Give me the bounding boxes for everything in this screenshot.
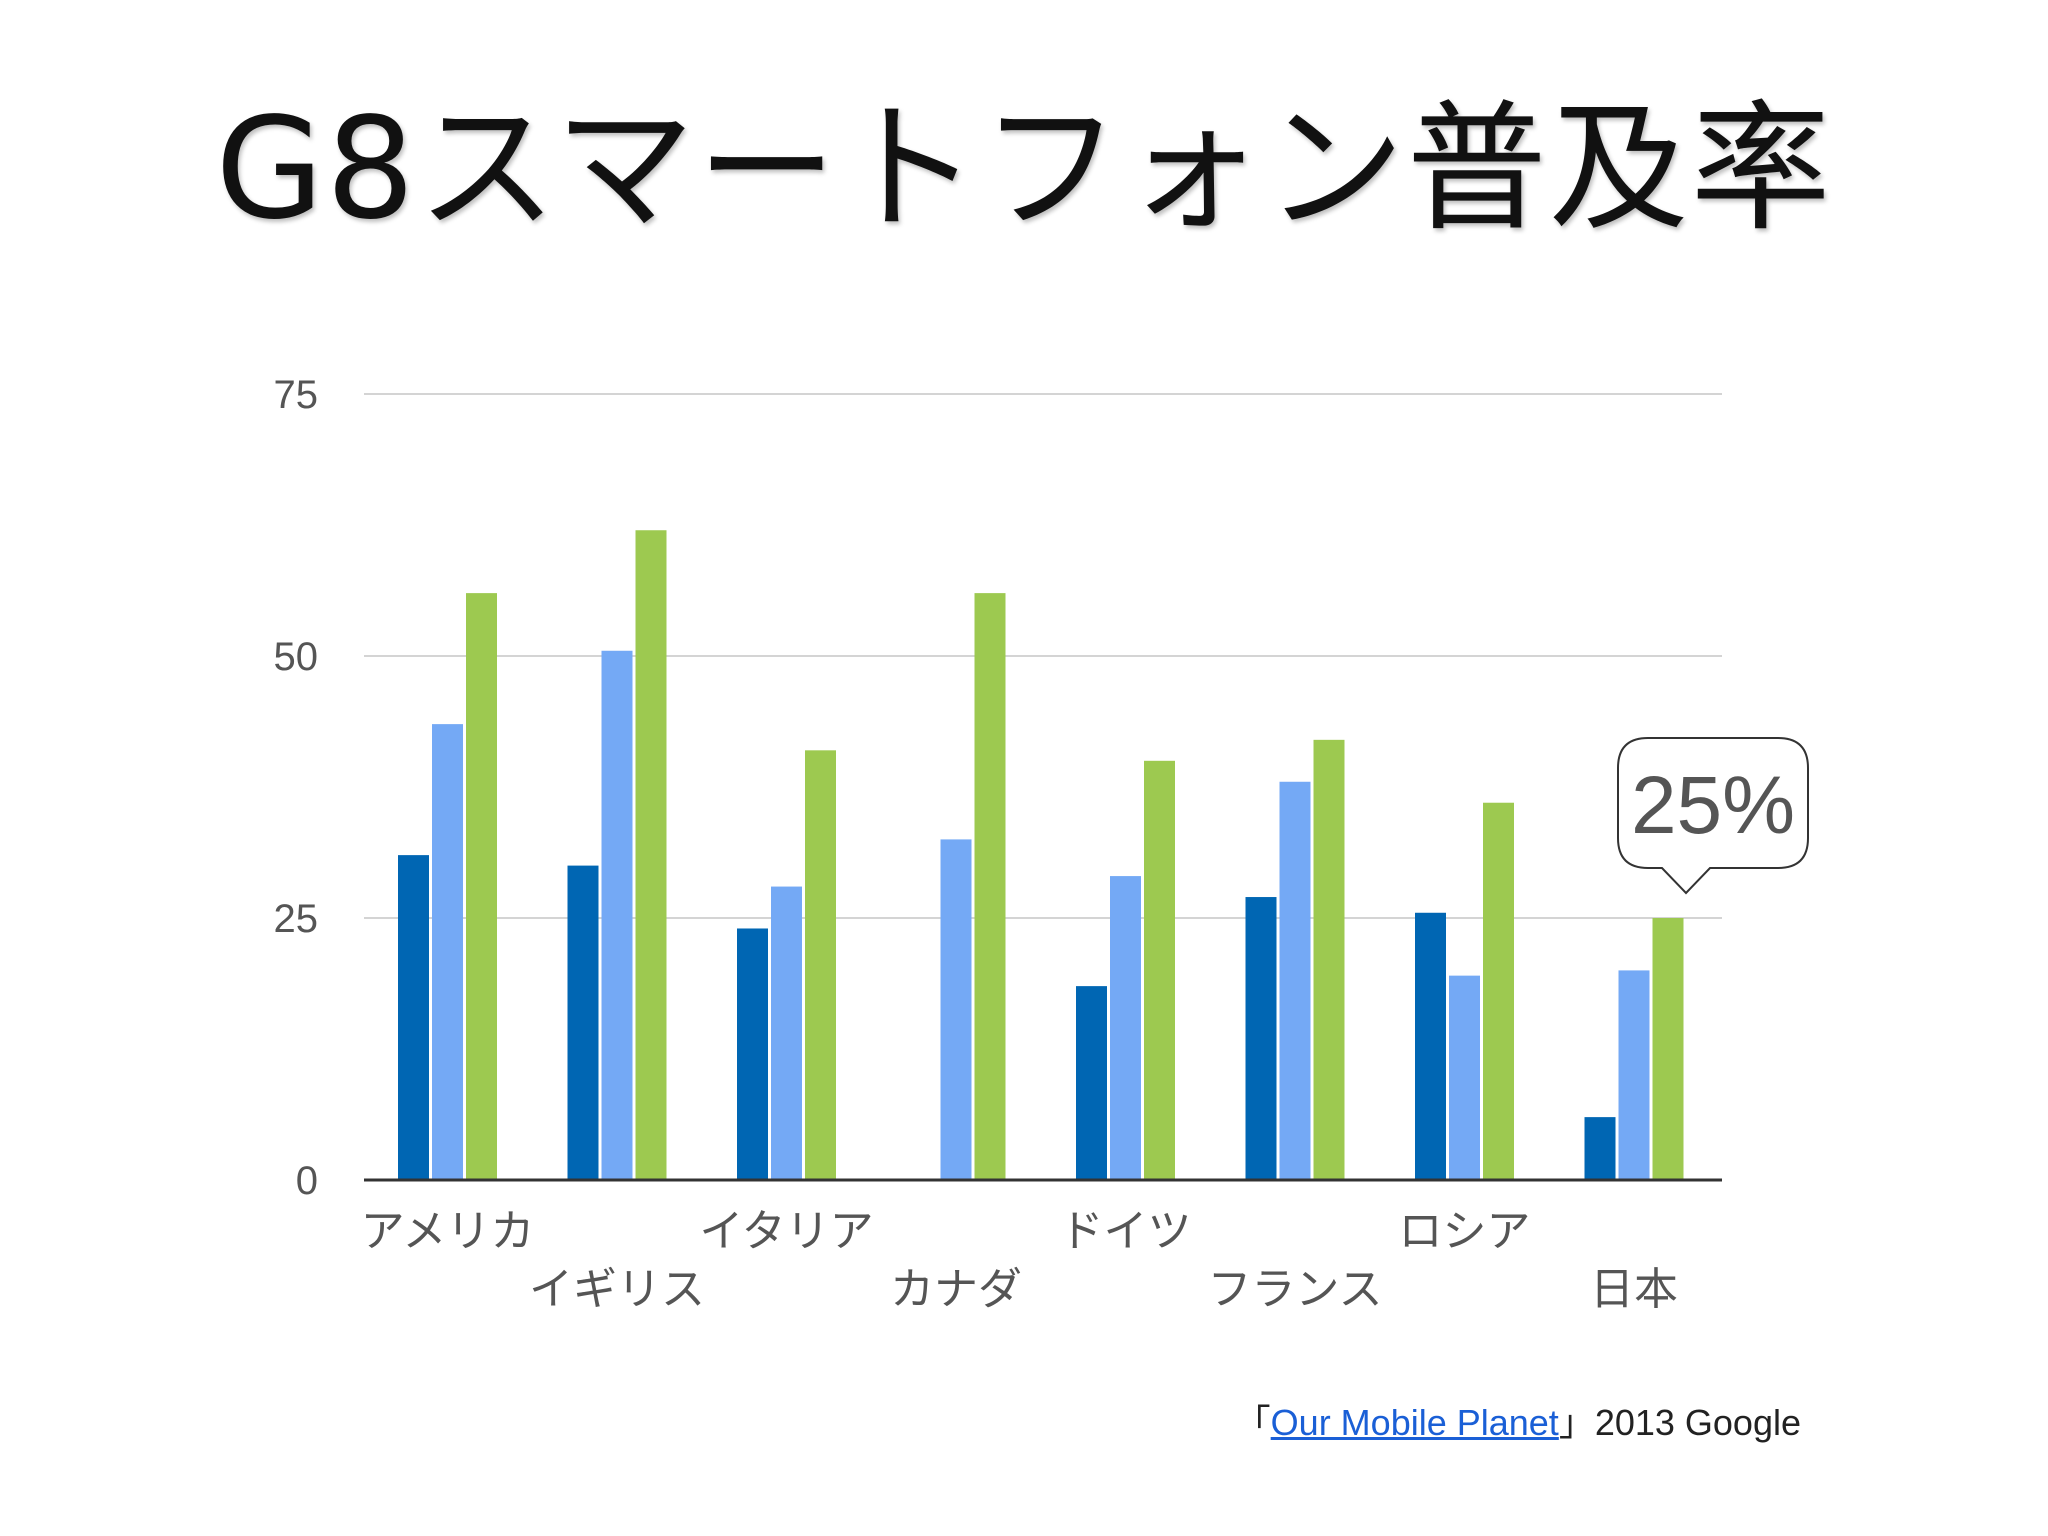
bar bbox=[1313, 739, 1345, 1180]
bar bbox=[432, 724, 463, 1180]
source-link[interactable]: Our Mobile Planet bbox=[1270, 1402, 1559, 1443]
bar bbox=[1144, 760, 1175, 1180]
callout-bubble-shape bbox=[1617, 737, 1809, 895]
bar bbox=[737, 928, 768, 1180]
x-tick-label: イタリア bbox=[699, 1206, 873, 1257]
x-tick-label: ロシア bbox=[1399, 1206, 1531, 1257]
y-tick-label: 25 bbox=[274, 897, 319, 941]
y-tick-label: 0 bbox=[296, 1159, 318, 1203]
x-tick-label: フランス bbox=[1207, 1264, 1382, 1315]
bar bbox=[1483, 802, 1514, 1180]
x-tick-label: 日本 bbox=[1590, 1264, 1678, 1315]
bar bbox=[805, 750, 836, 1180]
x-tick-label: カナダ bbox=[890, 1264, 1022, 1315]
y-axis-ticks: 0 25 50 75 bbox=[274, 373, 319, 1203]
source-suffix: 」2013 Google bbox=[1558, 1402, 1801, 1443]
x-tick-label: アメリカ bbox=[361, 1206, 535, 1257]
bar bbox=[771, 886, 802, 1180]
bars bbox=[398, 530, 1684, 1180]
y-tick-label: 75 bbox=[274, 373, 319, 417]
bar bbox=[601, 650, 633, 1180]
bar bbox=[1279, 781, 1311, 1180]
gridlines bbox=[364, 393, 1722, 919]
bar bbox=[1652, 918, 1684, 1180]
callout-label: 25% bbox=[1631, 760, 1795, 851]
source-citation: 「Our Mobile Planet」2013 Google bbox=[1235, 1394, 1801, 1446]
bar bbox=[466, 593, 497, 1180]
source-prefix: 「 bbox=[1234, 1402, 1271, 1443]
bar bbox=[940, 839, 972, 1180]
y-tick-label: 50 bbox=[274, 635, 319, 679]
bar bbox=[1584, 1117, 1616, 1180]
slide-title: G8スマートフォン普及率 bbox=[215, 88, 1833, 251]
bar bbox=[1110, 876, 1141, 1180]
bar bbox=[1076, 986, 1107, 1180]
bar bbox=[1618, 970, 1650, 1180]
bar bbox=[1449, 975, 1480, 1180]
bar bbox=[1415, 912, 1446, 1180]
x-tick-label: イギリス bbox=[529, 1264, 705, 1315]
bar bbox=[398, 855, 429, 1180]
callout-bubble: 25% bbox=[1617, 737, 1809, 895]
bar bbox=[567, 865, 599, 1180]
bar bbox=[1245, 897, 1277, 1180]
bar bbox=[974, 593, 1006, 1180]
bar bbox=[635, 530, 667, 1180]
x-tick-label: ドイツ bbox=[1060, 1206, 1192, 1257]
